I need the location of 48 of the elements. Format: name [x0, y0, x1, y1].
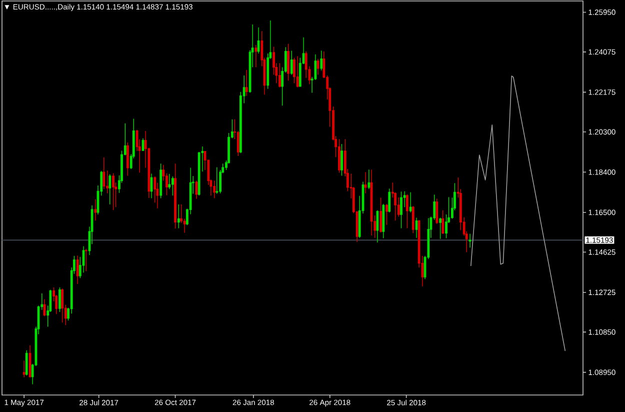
candlestick: [382, 204, 385, 239]
candlestick: [216, 166, 218, 194]
candlestick: [380, 197, 382, 233]
candlestick: [364, 172, 367, 194]
candlestick: [108, 174, 112, 205]
candlestick: [245, 69, 248, 96]
candlestick: [174, 163, 176, 229]
candlestick: [296, 56, 299, 88]
candlestick: [338, 138, 340, 173]
candlestick: [376, 210, 379, 243]
candlestick: [76, 255, 79, 284]
candlestick: [22, 360, 26, 378]
candlestick: [293, 57, 296, 84]
candlestick: [412, 206, 414, 234]
candlestick: [442, 210, 444, 234]
candlestick: [406, 194, 408, 229]
candlestick: [340, 144, 343, 176]
candlestick: [150, 173, 153, 199]
candlestick: [415, 217, 418, 238]
candlestick: [61, 288, 64, 323]
candlestick: [102, 156, 106, 190]
candlestick: [257, 27, 260, 54]
candlestick: [436, 198, 438, 224]
candlestick: [58, 287, 61, 312]
candlestick: [386, 204, 388, 226]
candlestick: [316, 58, 320, 76]
candlestick: [388, 188, 391, 213]
candlestick: [172, 176, 174, 196]
candlestick: [213, 180, 216, 199]
candlestick: [409, 192, 412, 213]
candlestick: [368, 169, 370, 190]
candlestick: [254, 44, 258, 68]
candlestick: [25, 350, 28, 376]
candlestick: [112, 172, 114, 210]
candlestick: [468, 233, 472, 248]
candlestick: [160, 163, 162, 199]
line-series: [470, 76, 566, 352]
candlestick: [126, 142, 129, 176]
candlestick: [177, 204, 180, 229]
candlestick: [278, 62, 281, 88]
candlestick: [287, 43, 290, 81]
candlestick: [84, 248, 88, 272]
candlestick: [94, 198, 97, 221]
candlestick: [320, 50, 323, 71]
candlestick: [370, 169, 373, 236]
candlestick: [400, 191, 402, 229]
candlestick: [290, 50, 293, 76]
candlestick: [439, 217, 442, 240]
